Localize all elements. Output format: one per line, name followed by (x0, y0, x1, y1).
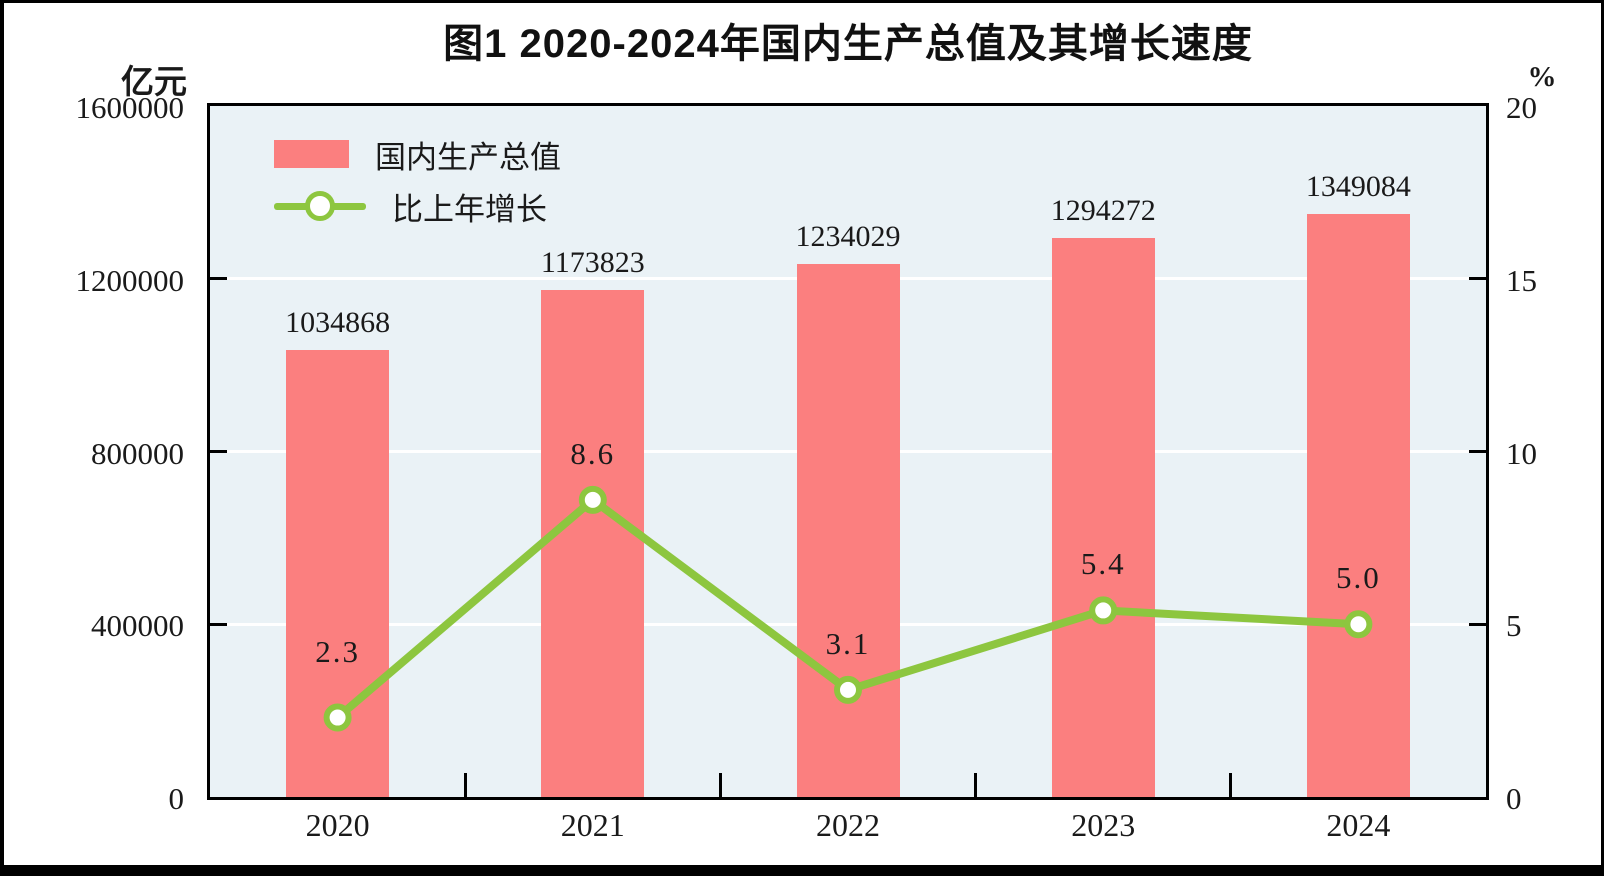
category-label: 2024 (1326, 807, 1391, 843)
left-axis-tick-label: 0 (168, 781, 185, 816)
right-axis-tick-label: 5 (1506, 608, 1522, 644)
growth-point-marker (323, 703, 352, 732)
growth-line-svg (323, 485, 1373, 732)
x-axis-tick-mark (463, 773, 467, 797)
gdp-bar-swatch-icon (274, 140, 349, 168)
left-axis-tick-mark (210, 450, 227, 453)
right-axis-tick-label: 0 (1506, 781, 1522, 816)
bar (796, 264, 900, 797)
bar-value-label: 1173823 (540, 246, 645, 280)
left-axis-tick-label: 400000 (91, 608, 184, 644)
growth-point-label: 3.1 (825, 625, 871, 661)
bar (1051, 238, 1155, 797)
growth-point-label: 5.4 (1080, 546, 1126, 582)
legend-label-growth: 比上年增长 (392, 191, 547, 227)
category-label: 2022 (816, 807, 880, 843)
growth-point-label: 8.6 (570, 435, 616, 471)
legend-label-gdp: 国内生产总值 (375, 139, 561, 175)
right-axis-tick-mark (1469, 277, 1486, 281)
x-axis-tick-mark (974, 773, 978, 797)
left-axis-tick-label: 800000 (91, 435, 184, 471)
right-axis-tick-mark (1469, 622, 1486, 626)
bar (541, 290, 645, 797)
legend-item-gdp: 国内生产总值 (274, 136, 561, 175)
growth-point-marker (578, 485, 607, 514)
legend: 国内生产总值 比上年增长 (274, 136, 561, 240)
right-axis-tick-label: 20 (1506, 90, 1537, 125)
left-axis-tick-mark (210, 622, 227, 626)
right-axis-tick-mark (1469, 450, 1486, 453)
growth-point-label: 2.3 (315, 633, 360, 669)
right-axis-tick-label: 10 (1506, 435, 1537, 471)
x-axis-tick-mark (718, 773, 722, 797)
growth-point-marker (1089, 596, 1118, 625)
left-axis-tick-label: 1200000 (75, 262, 185, 298)
left-axis-unit-label: 亿元 (121, 65, 187, 101)
bar-value-label: 1294272 (1050, 194, 1156, 228)
category-label: 2021 (560, 807, 625, 843)
legend-item-growth: 比上年增长 (274, 188, 561, 227)
bar-value-label: 1349084 (1305, 170, 1411, 204)
growth-line-swatch-icon (274, 191, 366, 221)
growth-point-marker (1344, 610, 1373, 639)
left-axis-tick-label: 1600000 (75, 90, 185, 125)
bar (1306, 214, 1410, 797)
left-axis-tick-mark (210, 277, 227, 281)
growth-point-label: 5.0 (1336, 560, 1381, 596)
chart-title: 图1 2020-2024年国内生产总值及其增长速度 (443, 22, 1253, 66)
x-axis-tick-mark (1229, 773, 1233, 797)
category-label: 2023 (1071, 807, 1136, 843)
plot-area: 国内生产总值 比上年增长 1034868 1173823 1234029 129427… (207, 103, 1489, 800)
bar-value-label: 1034868 (285, 306, 391, 340)
growth-point-marker (834, 675, 862, 704)
bar-value-label: 1234029 (795, 220, 901, 254)
category-label: 2020 (305, 807, 370, 843)
right-axis-unit-label: % (1527, 61, 1557, 93)
right-axis-tick-label: 15 (1506, 262, 1537, 298)
